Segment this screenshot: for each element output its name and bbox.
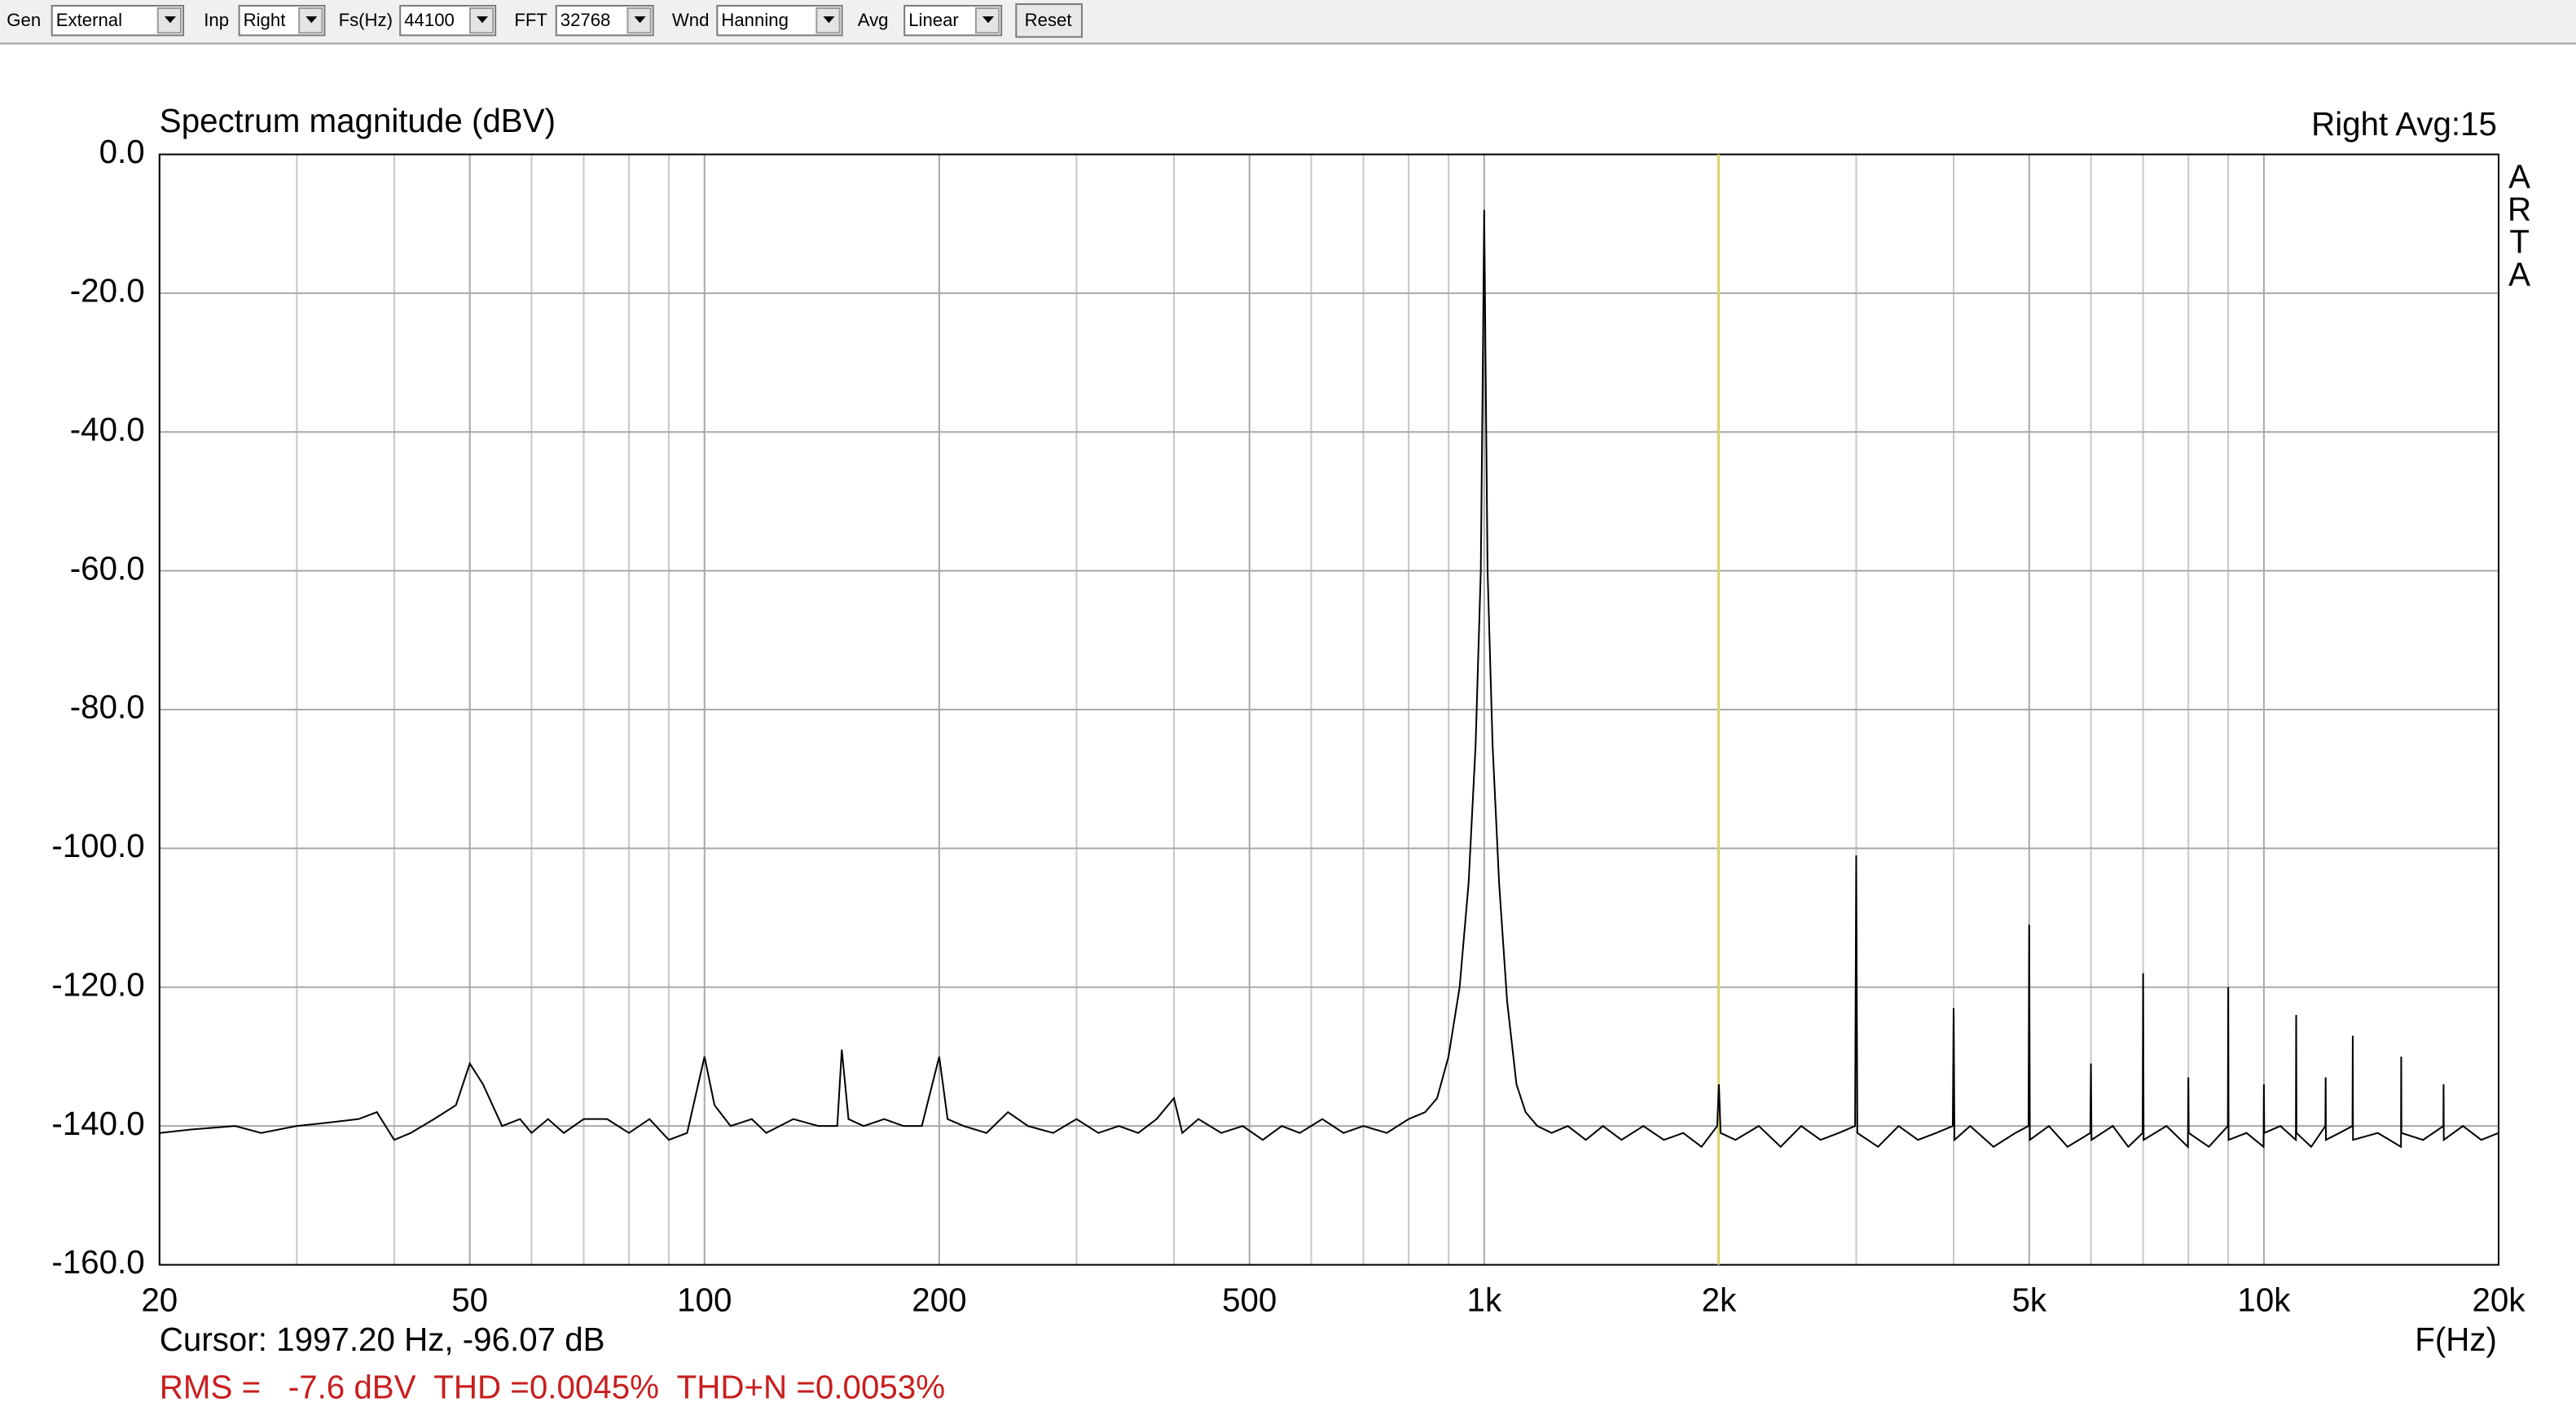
y-tick-label: -140.0 — [51, 1105, 144, 1142]
dropdown-arrow — [164, 16, 176, 24]
plot-frame — [158, 153, 2500, 1266]
arta-label: ARTA — [2501, 158, 2539, 288]
control-label: Wnd — [672, 10, 710, 30]
x-tick-label: 1k — [1467, 1281, 1502, 1319]
channel-label: Right Avg:15 — [2311, 105, 2497, 143]
dropdown-value: Right — [244, 10, 286, 30]
y-tick-label: -160.0 — [51, 1243, 144, 1281]
control-label: Inp — [204, 10, 229, 30]
dropdown-arrow — [823, 16, 835, 24]
cursor-readout: Cursor: 1997.20 Hz, -96.07 dB — [160, 1321, 605, 1358]
dropdown-value: 44100 — [404, 10, 455, 30]
dropdown-value: External — [56, 10, 122, 30]
stats-readout: RMS = -7.6 dBV THD =0.0045% THD+N =0.005… — [160, 1368, 945, 1405]
dropdown-value: Linear — [908, 10, 959, 30]
x-tick-label: 10k — [2237, 1281, 2291, 1319]
x-tick-label: 100 — [677, 1281, 732, 1319]
x-tick-label: 5k — [2012, 1281, 2047, 1319]
y-tick-label: -100.0 — [51, 827, 144, 864]
y-tick-label: 0.0 — [99, 133, 145, 170]
control-label: Avg — [858, 10, 889, 30]
x-axis-title: F(Hz) — [2415, 1321, 2497, 1358]
reset-button[interactable] — [1015, 3, 1083, 38]
chart-title: Spectrum magnitude (dBV) — [160, 102, 556, 139]
x-tick-label: 500 — [1222, 1281, 1277, 1319]
dropdown-value: 32768 — [560, 10, 611, 30]
x-tick-label: 50 — [451, 1281, 488, 1319]
dropdown-button — [468, 7, 495, 34]
dropdown-arrow — [634, 16, 646, 24]
spectrum-line — [159, 209, 2499, 1149]
control-label: Fs(Hz) — [339, 10, 393, 30]
y-tick-label: -120.0 — [51, 965, 144, 1003]
y-tick-label: -60.0 — [70, 549, 145, 587]
y-tick-label: -80.0 — [70, 688, 145, 726]
dropdown-arrow — [982, 16, 995, 24]
y-tick-label: -20.0 — [70, 272, 145, 310]
reset-button-label: Reset — [1025, 10, 1072, 30]
dropdown-arrow — [306, 16, 318, 24]
x-tick-label: 20 — [141, 1281, 178, 1319]
control-label: Gen — [7, 10, 41, 30]
x-tick-label: 20k — [2473, 1281, 2526, 1319]
control-label: FFT — [514, 10, 547, 30]
y-tick-label: -40.0 — [70, 411, 145, 448]
x-tick-label: 2k — [1702, 1281, 1737, 1319]
x-tick-label: 200 — [912, 1281, 966, 1319]
dropdown-value: Hanning — [721, 10, 789, 30]
dropdown-arrow — [476, 16, 489, 24]
